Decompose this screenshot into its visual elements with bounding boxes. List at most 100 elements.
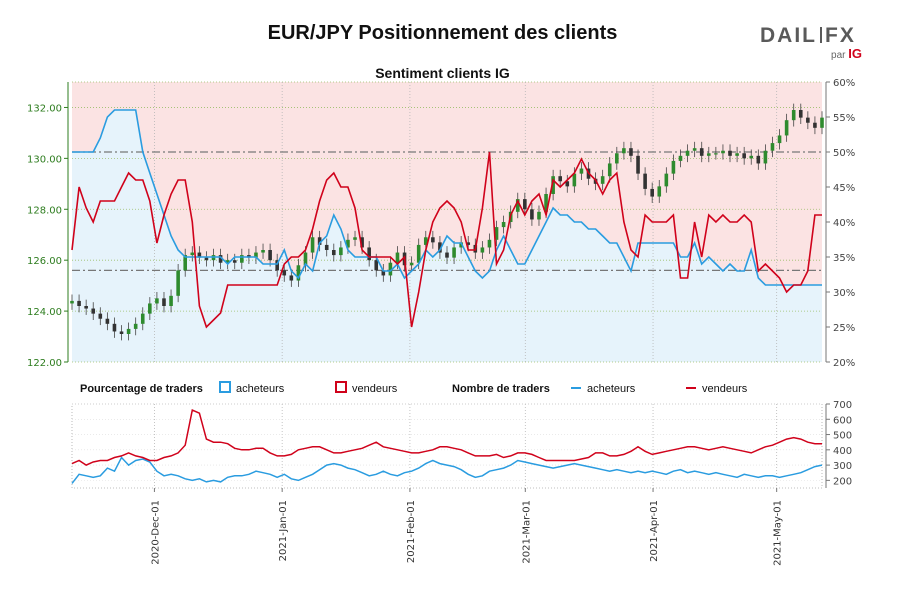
candle: [431, 237, 435, 243]
candle: [119, 331, 124, 334]
right-tick-label: 50%: [833, 148, 855, 159]
candle: [148, 303, 152, 314]
logo-text-left: DAIL: [760, 24, 817, 47]
left-tick-label: 132.00: [27, 103, 62, 114]
candle: [735, 153, 739, 156]
left-tick-label: 124.00: [27, 307, 62, 318]
candle: [813, 122, 817, 128]
candle: [721, 150, 725, 154]
legend-pct-title: Pourcentage de traders: [80, 383, 203, 395]
candle: [218, 255, 223, 263]
candle: [742, 153, 746, 159]
candle: [225, 260, 230, 263]
x-tick-label: 2021-Mar-01: [521, 500, 532, 564]
candle: [671, 160, 676, 174]
left-tick-label: 126.00: [27, 256, 62, 267]
legend-count-buyers: acheteurs: [587, 383, 636, 395]
sellers-pct-line: [71, 151, 822, 329]
candle: [162, 298, 166, 306]
candle: [353, 237, 357, 240]
count-tick-label: 700: [833, 400, 852, 411]
count-tick-label: 500: [833, 431, 852, 442]
legend-pct-buyers-swatch: [219, 381, 231, 393]
candle: [629, 148, 633, 156]
buyers-pct-line: [72, 109, 822, 286]
x-tick-label: 2021-Jan-01: [278, 500, 289, 561]
candle: [310, 237, 315, 253]
candle: [240, 255, 244, 263]
candle: [650, 188, 654, 197]
candle: [98, 313, 103, 319]
candle: [423, 237, 428, 245]
right-tick-label: 60%: [833, 78, 855, 89]
candle: [480, 247, 485, 253]
candle: [105, 318, 110, 324]
candle: [615, 153, 619, 164]
buyers-count-line: [71, 456, 823, 484]
candle: [763, 150, 768, 164]
candle: [515, 199, 520, 212]
legend-count-sellers: vendeurs: [702, 383, 748, 395]
left-tick-label: 130.00: [27, 154, 62, 165]
candle: [91, 308, 96, 314]
logo-ig: IG: [848, 46, 862, 61]
candle: [777, 135, 782, 144]
legend-pct-sellers: vendeurs: [352, 383, 398, 395]
candle: [784, 120, 789, 136]
logo-by: par: [831, 50, 846, 61]
candle: [183, 255, 188, 271]
left-tick-label: 128.00: [27, 205, 62, 216]
right-tick-label: 40%: [833, 218, 855, 229]
candle: [558, 176, 563, 182]
candle: [728, 150, 732, 156]
candle: [622, 148, 626, 154]
candle: [190, 252, 195, 256]
candle: [303, 252, 308, 266]
candle: [126, 328, 131, 334]
candle: [275, 260, 279, 271]
candle: [261, 250, 265, 253]
candle: [324, 244, 329, 250]
count-tick-label: 200: [833, 476, 852, 487]
candle: [791, 110, 796, 121]
candle: [607, 163, 612, 177]
candle: [232, 260, 237, 263]
candle: [579, 168, 584, 174]
candle: [268, 250, 272, 261]
x-tick-label: 2020-Dec-01: [150, 500, 161, 565]
candle: [289, 275, 294, 281]
right-tick-label: 25%: [833, 323, 855, 334]
candle: [84, 306, 88, 309]
candle: [367, 247, 371, 261]
candle: [360, 237, 364, 248]
candle: [699, 148, 704, 156]
candle: [565, 181, 570, 187]
candle: [643, 173, 647, 189]
candle: [494, 227, 499, 240]
candle: [466, 242, 471, 245]
candle: [678, 155, 683, 161]
main-panel: 122.00 124.00 126.00 128.00 130.00 132.00 20% 2…: [27, 78, 855, 369]
candle: [706, 153, 711, 156]
legend-pct-buyers: acheteurs: [236, 383, 285, 395]
candle: [501, 222, 506, 228]
candle: [388, 262, 393, 276]
logo-bar-icon: [820, 27, 822, 43]
candle: [749, 155, 754, 159]
candle: [339, 247, 343, 256]
candle: [331, 250, 336, 256]
legend-row: Pourcentage de traders acheteurs vendeur…: [80, 381, 748, 395]
legend-pct-sellers-swatch: [335, 381, 347, 393]
candle: [70, 300, 74, 304]
candle: [176, 270, 180, 296]
candle: [806, 117, 810, 123]
candle: [664, 173, 669, 187]
candle: [551, 176, 555, 194]
candle: [296, 265, 301, 281]
candle: [282, 270, 287, 276]
count-tick-label: 600: [833, 415, 852, 426]
x-tick-label: 2021-Feb-01: [406, 500, 417, 563]
candle: [544, 194, 548, 212]
candle: [685, 150, 690, 156]
